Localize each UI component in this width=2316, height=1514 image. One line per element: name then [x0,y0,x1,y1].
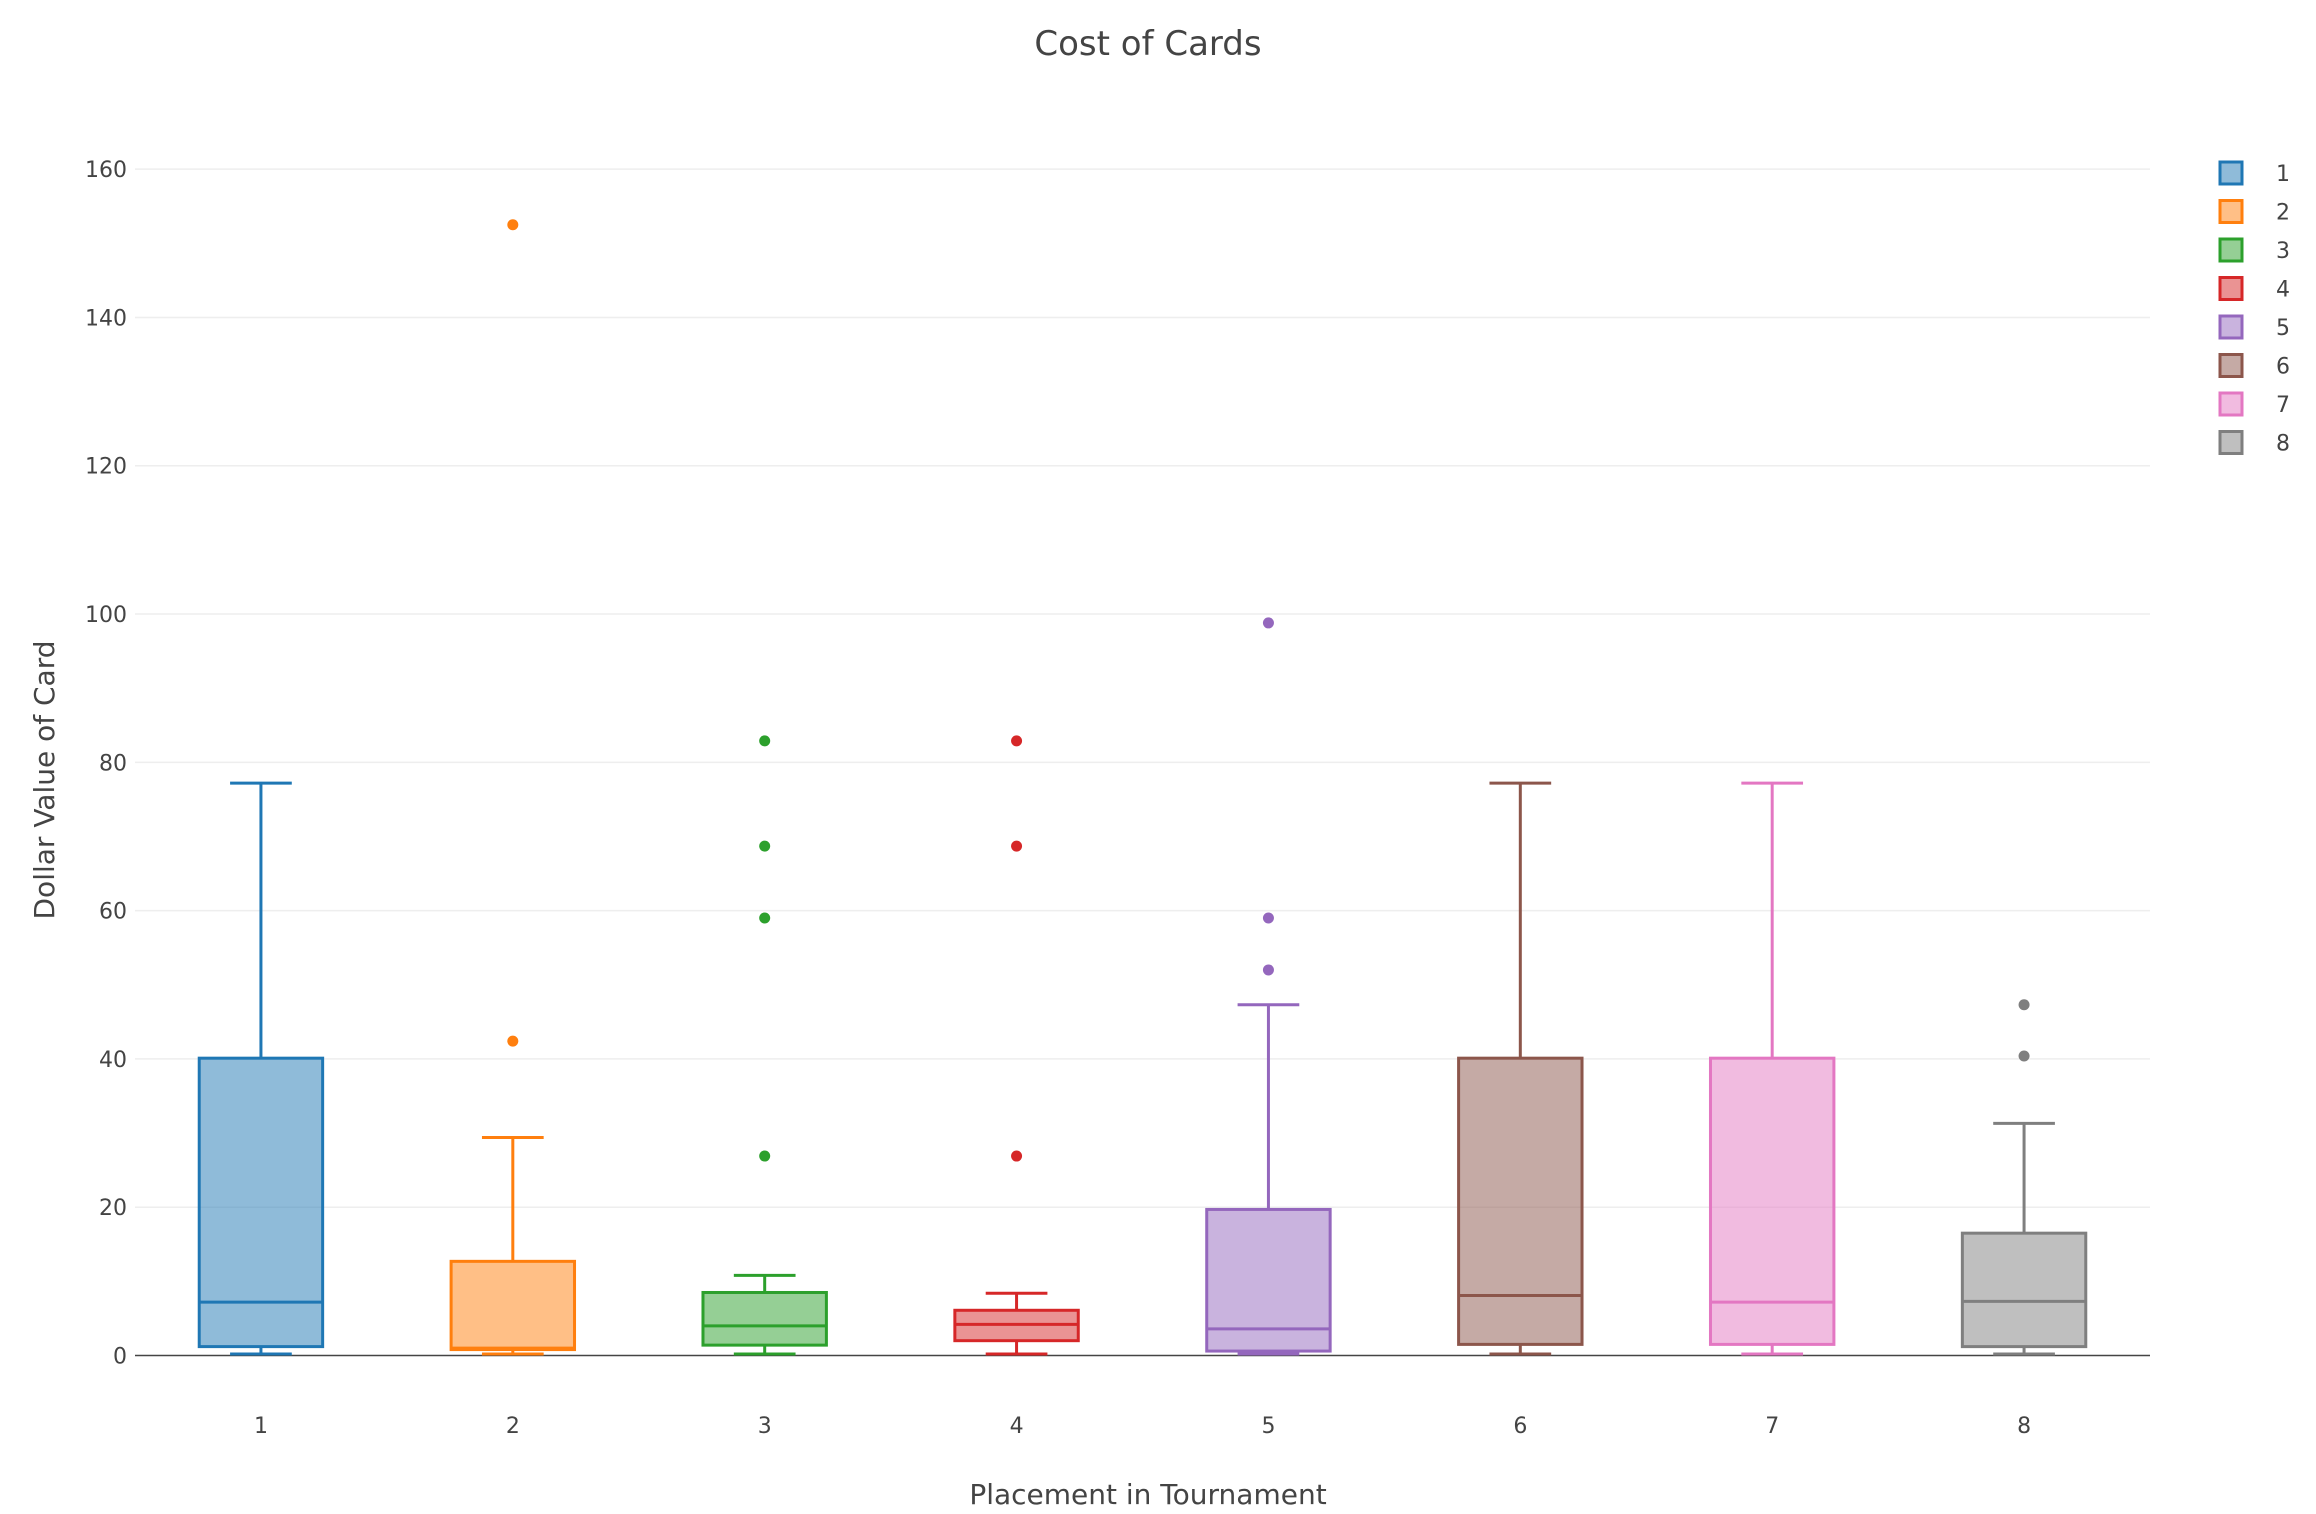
y-tick-label: 160 [85,158,127,183]
y-tick-label: 60 [99,900,127,925]
box-series-3 [701,735,828,1356]
legend-swatch [2218,314,2244,340]
box-series-1 [197,781,325,1356]
outlier-point [1262,912,1274,924]
x-tick-label: 2 [506,1414,520,1439]
legend-swatch [2218,353,2244,378]
box-series-7 [1708,781,1836,1356]
box-iqr [1457,1056,1584,1346]
outlier-point [759,1150,771,1162]
x-tick-label: 6 [1513,1414,1527,1439]
legend-label: 1 [2276,162,2290,187]
x-tick-label: 1 [254,1414,268,1439]
outlier-point [1262,617,1274,629]
outlier-point [2018,1050,2030,1062]
y-tick-label: 80 [99,751,127,776]
legend-label: 8 [2276,432,2290,457]
x-axis-ticks: 1 2 3 4 5 6 7 8 [254,1414,2031,1439]
gridlines [135,168,2150,1357]
box-series-8 [1960,999,2088,1356]
box-iqr [197,1056,325,1349]
legend-item-3: 3 [2218,237,2290,264]
legend-item-1: 1 [2218,160,2290,187]
legend-item-8: 8 [2218,430,2290,457]
x-tick-label: 5 [1261,1414,1275,1439]
legend-label: 5 [2276,316,2290,341]
outlier-point [1011,840,1023,852]
box-series-4 [953,735,1080,1356]
y-tick-label: 140 [85,306,127,331]
legend-label: 4 [2276,278,2290,303]
outlier-point [759,735,771,747]
chart-title: Cost of Cards [1034,24,1261,64]
box-iqr [1960,1231,2088,1349]
x-tick-label: 7 [1765,1414,1779,1439]
legend-label: 7 [2276,393,2290,418]
legend-swatch [2218,430,2244,455]
box-series-5 [1205,617,1332,1356]
outlier-point [759,840,771,852]
box-series-group [197,219,2088,1356]
legend-swatch [2218,199,2244,224]
legend-label: 2 [2276,201,2290,226]
outlier-point [1262,964,1274,976]
legend-label: 3 [2276,239,2290,264]
legend-item-6: 6 [2218,353,2290,380]
x-tick-label: 8 [2017,1414,2031,1439]
outlier-point [507,219,519,231]
y-tick-label: 20 [99,1196,127,1221]
outlier-point [759,912,771,924]
box-series-2 [449,219,577,1356]
box-series-6 [1457,781,1584,1356]
legend-swatch [2218,237,2244,263]
legend-item-2: 2 [2218,199,2290,226]
box-iqr [1708,1056,1836,1346]
legend-item-4: 4 [2218,276,2290,303]
legend-item-7: 7 [2218,391,2290,418]
outlier-point [1011,735,1023,747]
x-tick-label: 3 [758,1414,772,1439]
legend-swatch [2218,160,2244,186]
box-iqr [449,1259,577,1352]
legend: 1 2 3 4 5 6 7 8 [2218,160,2290,457]
y-tick-label: 40 [99,1048,127,1073]
box-iqr [701,1290,828,1347]
legend-swatch [2218,391,2244,417]
y-axis-title: Dollar Value of Card [28,640,61,919]
y-tick-label: 100 [85,603,127,628]
y-tick-label: 120 [85,455,127,480]
legend-item-5: 5 [2218,314,2290,341]
legend-label: 6 [2276,355,2290,380]
outlier-point [1011,1150,1023,1162]
x-axis-title: Placement in Tournament [969,1478,1326,1511]
y-axis-ticks: 0 20 40 60 80 100 120 140 160 [85,158,127,1369]
outlier-point [507,1035,519,1047]
x-tick-label: 4 [1010,1414,1024,1439]
legend-swatch [2218,276,2244,301]
y-tick-label: 0 [113,1345,127,1370]
outlier-point [2018,999,2030,1011]
